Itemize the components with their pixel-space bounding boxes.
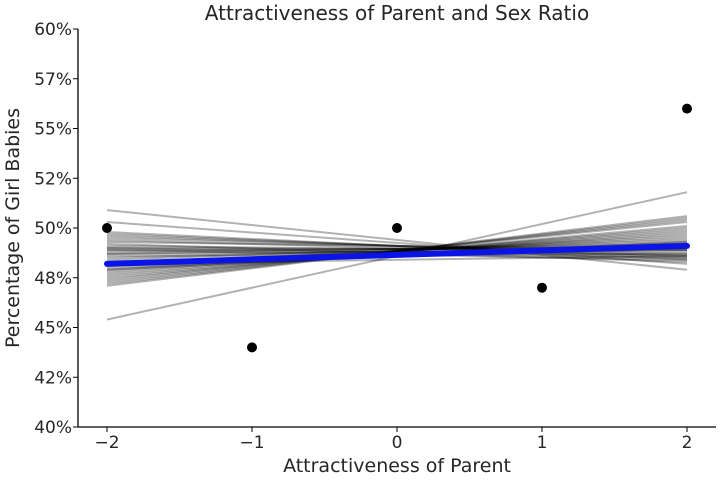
y-tick-label: 48% (34, 269, 72, 289)
mean-line (104, 242, 690, 267)
posterior-line-1 (106, 221, 688, 265)
y-tick-label: 57% (34, 70, 72, 90)
y-tick-label: 52% (34, 169, 72, 189)
x-tick-label: −1 (239, 433, 264, 453)
y-tick-label: 45% (34, 319, 72, 339)
posterior-line-0 (106, 209, 688, 271)
data-point-0 (102, 223, 112, 233)
data-point-3 (537, 282, 547, 293)
y-tick-label: 40% (34, 418, 72, 438)
posterior-line-27 (106, 221, 688, 281)
y-tick-label: 60% (34, 20, 72, 40)
y-tick-label: 42% (34, 368, 72, 388)
data-point-4 (682, 103, 692, 114)
x-tick-label: 2 (682, 433, 693, 453)
posterior-line-30 (106, 215, 688, 287)
posterior-line-16 (106, 240, 688, 259)
data-point-1 (247, 342, 257, 353)
posterior-line-6 (106, 238, 688, 257)
x-tick-label: −2 (94, 433, 119, 453)
x-axis-label: Attractiveness of Parent (283, 455, 511, 477)
data-points (102, 103, 692, 353)
posterior-line-29 (106, 217, 688, 285)
posterior-line-28 (106, 219, 688, 283)
posterior-line-17 (106, 238, 688, 261)
posterior-line-14 (106, 242, 688, 255)
axes: −2 −1 0 1 2 40% 42% 45% 48% 50% 52% 55% 57% 60% (34, 20, 716, 453)
x-tick-label: 1 (537, 433, 548, 453)
posterior-line-2 (106, 230, 688, 261)
chart-title: Attractiveness of Parent and Sex Ratio (205, 1, 589, 25)
y-tick-label: 50% (34, 219, 72, 239)
posterior-line-4 (106, 234, 688, 257)
x-tick-label: 0 (392, 433, 403, 453)
y-tick-label: 55% (34, 120, 72, 140)
posterior-line-3 (106, 232, 688, 259)
mean-line-group (104, 242, 690, 267)
y-axis-label: Percentage of Girl Babies (2, 108, 24, 348)
data-point-2 (392, 223, 402, 233)
